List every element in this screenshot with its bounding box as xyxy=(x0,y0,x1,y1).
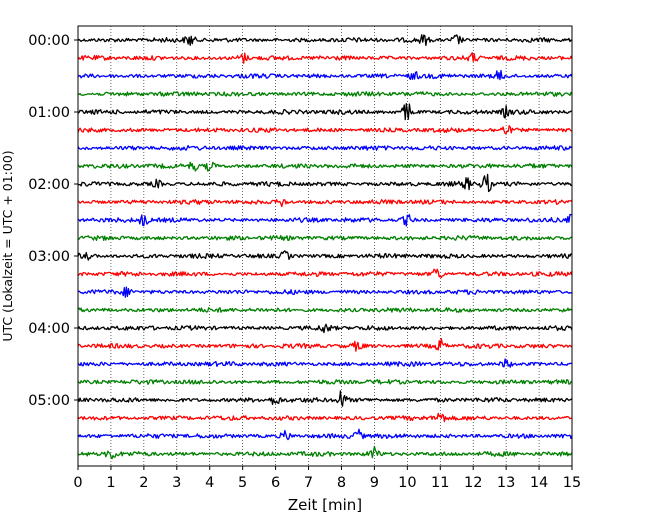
x-tick-label: 6 xyxy=(271,475,280,491)
y-tick-label: 02:00 xyxy=(28,177,70,193)
trace-row xyxy=(77,234,573,242)
trace-row xyxy=(77,91,573,97)
y-tick-label: 04:00 xyxy=(28,321,70,337)
x-tick-label: 15 xyxy=(563,475,581,491)
trace-row xyxy=(77,445,573,460)
x-tick-label: 9 xyxy=(370,475,379,491)
x-tick-label: 11 xyxy=(431,475,449,491)
x-tick-label: 12 xyxy=(464,475,482,491)
trace-row xyxy=(77,358,573,368)
trace-row xyxy=(77,307,573,313)
x-tick-label: 7 xyxy=(304,475,313,491)
trace-row xyxy=(77,268,573,279)
x-tick-label: 1 xyxy=(106,475,115,491)
trace-row xyxy=(77,199,573,208)
x-tick-label: 8 xyxy=(337,475,346,491)
trace-row xyxy=(77,379,573,385)
trace-row xyxy=(77,52,573,64)
trace-row xyxy=(77,69,573,81)
x-tick-label: 3 xyxy=(172,475,181,491)
trace-row xyxy=(77,412,573,423)
trace-row xyxy=(77,161,573,172)
trace-row xyxy=(77,286,573,298)
y-tick-label: 00:00 xyxy=(28,33,70,49)
y-tick-label: 03:00 xyxy=(28,249,70,265)
y-axis-ticks: 00:00 01:00 02:00 03:00 04:00 05:00 xyxy=(28,33,78,409)
trace-row xyxy=(77,144,573,151)
x-tick-label: 5 xyxy=(238,475,247,491)
y-tick-label: 01:00 xyxy=(28,105,70,121)
y-tick-label: 05:00 xyxy=(28,393,70,409)
trace-row xyxy=(77,337,573,352)
y-axis-label: UTC (Lokalzeit = UTC + 01:00) xyxy=(0,150,15,341)
trace-row xyxy=(77,102,573,121)
x-grid xyxy=(110,26,540,466)
trace-row xyxy=(77,173,573,193)
x-tick-label: 2 xyxy=(139,475,148,491)
trace-row xyxy=(77,390,573,407)
trace-row xyxy=(77,213,573,227)
x-tick-label: 14 xyxy=(530,475,548,491)
x-axis-label: Zeit [min] xyxy=(288,496,362,514)
trace-row xyxy=(77,428,573,441)
x-tick-label: 10 xyxy=(398,475,416,491)
x-axis-ticks: 0 1 2 3 4 5 6 7 8 9 10 11 12 13 14 15 xyxy=(73,466,581,491)
trace-row xyxy=(77,34,573,47)
trace-row xyxy=(77,125,573,135)
plot-frame xyxy=(77,25,573,467)
x-tick-label: 4 xyxy=(205,475,214,491)
x-tick-label: 0 xyxy=(73,475,82,491)
seismic-traces xyxy=(77,34,573,460)
x-tick-label: 13 xyxy=(497,475,515,491)
trace-row xyxy=(77,323,573,334)
trace-row xyxy=(77,250,573,261)
